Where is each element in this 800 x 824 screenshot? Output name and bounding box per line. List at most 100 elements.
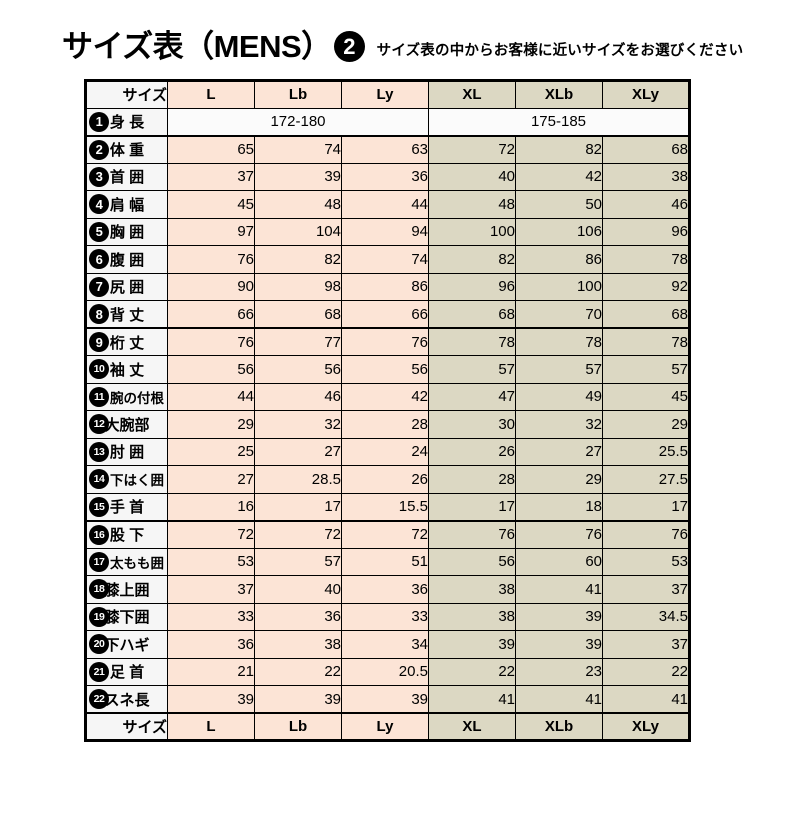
table-row: 12 大腕部 29 32 28 30 32 29 [85, 410, 690, 439]
measurement-cell: 51 [341, 547, 429, 576]
measurement-cell: 49 [515, 382, 603, 411]
measurement-cell: 60 [515, 547, 603, 576]
row-number-badge: 9 [89, 332, 109, 352]
measurement-cell: 18 [515, 492, 603, 522]
measurement-cell: 17 [254, 492, 342, 522]
measurement-cell: 42 [341, 382, 429, 411]
row-label-text: 胸 囲 [109, 224, 145, 242]
measurement-cell: 23 [515, 657, 603, 686]
measurement-cell: 33 [341, 602, 429, 631]
row-label-text: 下はく囲 [110, 473, 164, 489]
measurement-cell: 86 [515, 245, 603, 274]
height-range-cell-right: 175-185 [428, 107, 690, 137]
measurement-cell: 30 [428, 410, 516, 439]
measurement-cell: 82 [515, 135, 603, 164]
size-col-header-Lb: Lb [254, 80, 342, 109]
row-number-badge: 14 [89, 469, 109, 490]
measurement-cell: 39 [341, 685, 429, 714]
row-label: 11 腕の付根 [85, 382, 168, 411]
row-label-text: 膝上囲 [104, 581, 150, 599]
table-row: 19 膝下囲 33 36 33 38 39 34.5 [85, 602, 690, 631]
row-number-badge: 4 [89, 194, 109, 215]
measurement-cell: 63 [341, 135, 429, 164]
measurement-cell: 106 [515, 217, 603, 246]
measurement-cell: 66 [341, 300, 429, 329]
measurement-cell: 97 [167, 217, 255, 246]
measurement-cell: 57 [602, 355, 690, 384]
measurement-cell: 39 [254, 685, 342, 714]
size-header-label: サイズ [85, 80, 168, 109]
measurement-cell: 28 [428, 465, 516, 494]
measurement-cell: 46 [254, 382, 342, 411]
measurement-cell: 24 [341, 437, 429, 466]
row-label: 13 肘 囲 [85, 437, 168, 466]
measurement-cell: 39 [167, 685, 255, 714]
measurement-cell: 76 [428, 520, 516, 549]
row-number-badge: 16 [89, 524, 109, 545]
table-row: 16 股 下 72 72 72 76 76 76 [85, 520, 690, 549]
measurement-cell: 22 [254, 657, 342, 686]
measurement-cell: 28 [341, 410, 429, 439]
measurement-cell: 27 [254, 437, 342, 466]
page-title: サイズ表（MENS） 2 [62, 29, 365, 64]
row-label-text: 腕の付根 [110, 390, 164, 406]
measurement-cell: 48 [254, 190, 342, 219]
row-label-text: 膝下囲 [104, 609, 150, 627]
measurement-cell: 40 [428, 162, 516, 191]
measurement-cell: 32 [515, 410, 603, 439]
measurement-cell: 57 [254, 547, 342, 576]
row-label-text: 足 首 [109, 664, 145, 682]
measurement-cell: 53 [167, 547, 255, 576]
measurement-cell: 41 [515, 575, 603, 604]
measurement-cell: 39 [254, 162, 342, 191]
row-label: 15 手 首 [85, 492, 168, 522]
table-row: 22 スネ長 39 39 39 41 41 41 [85, 685, 690, 714]
measurement-cell: 96 [602, 217, 690, 246]
measurement-cell: 37 [602, 575, 690, 604]
size-chart-page: サイズ表（MENS） 2 サイズ表の中からお客様に近いサイズをお選びください サ… [0, 24, 800, 742]
row-label: 18 膝上囲 [85, 575, 168, 604]
measurement-cell: 104 [254, 217, 342, 246]
row-label-text: 下ハギ [104, 636, 150, 654]
row-label: 17 太もも囲 [85, 547, 168, 576]
row-label-text: 腹 囲 [109, 251, 145, 269]
row-label-text: 首 囲 [109, 169, 145, 187]
measurement-cell: 27 [515, 437, 603, 466]
measurement-cell: 57 [515, 355, 603, 384]
measurement-cell: 41 [602, 685, 690, 714]
table-row: 11 腕の付根 44 46 42 47 49 45 [85, 382, 690, 411]
measurement-cell: 44 [167, 382, 255, 411]
table-row: 15 手 首 16 17 15.5 17 18 17 [85, 492, 690, 522]
row-label-text: 肘 囲 [109, 444, 145, 462]
measurement-cell: 77 [254, 327, 342, 356]
row-number-badge: 10 [89, 359, 109, 380]
measurement-cell: 76 [341, 327, 429, 356]
measurement-cell: 70 [515, 300, 603, 329]
measurement-cell: 27 [167, 465, 255, 494]
measurement-cell: 78 [428, 327, 516, 356]
row-label: 14 下はく囲 [85, 465, 168, 494]
row-label-text: 体 重 [109, 142, 145, 159]
measurement-cell: 57 [428, 355, 516, 384]
row-number-badge: 11 [89, 386, 109, 407]
row-label: 12 大腕部 [85, 410, 168, 439]
page-header: サイズ表（MENS） 2 サイズ表の中からお客様に近いサイズをお選びください [62, 24, 800, 64]
row-label: 21 足 首 [85, 657, 168, 686]
row-number-badge: 18 [89, 579, 109, 600]
measurement-cell: 76 [602, 520, 690, 549]
measurement-cell: 25 [167, 437, 255, 466]
size-footer-label: サイズ [85, 712, 168, 741]
size-col-footer-XL: XL [428, 712, 516, 741]
measurement-cell: 78 [515, 327, 603, 356]
measurement-cell: 94 [341, 217, 429, 246]
measurement-cell: 38 [602, 162, 690, 191]
measurement-cell: 72 [428, 135, 516, 164]
measurement-cell: 33 [167, 602, 255, 631]
size-col-header-XL: XL [428, 80, 516, 109]
row-number-badge: 12 [89, 414, 109, 435]
row-label: 19 膝下囲 [85, 602, 168, 631]
